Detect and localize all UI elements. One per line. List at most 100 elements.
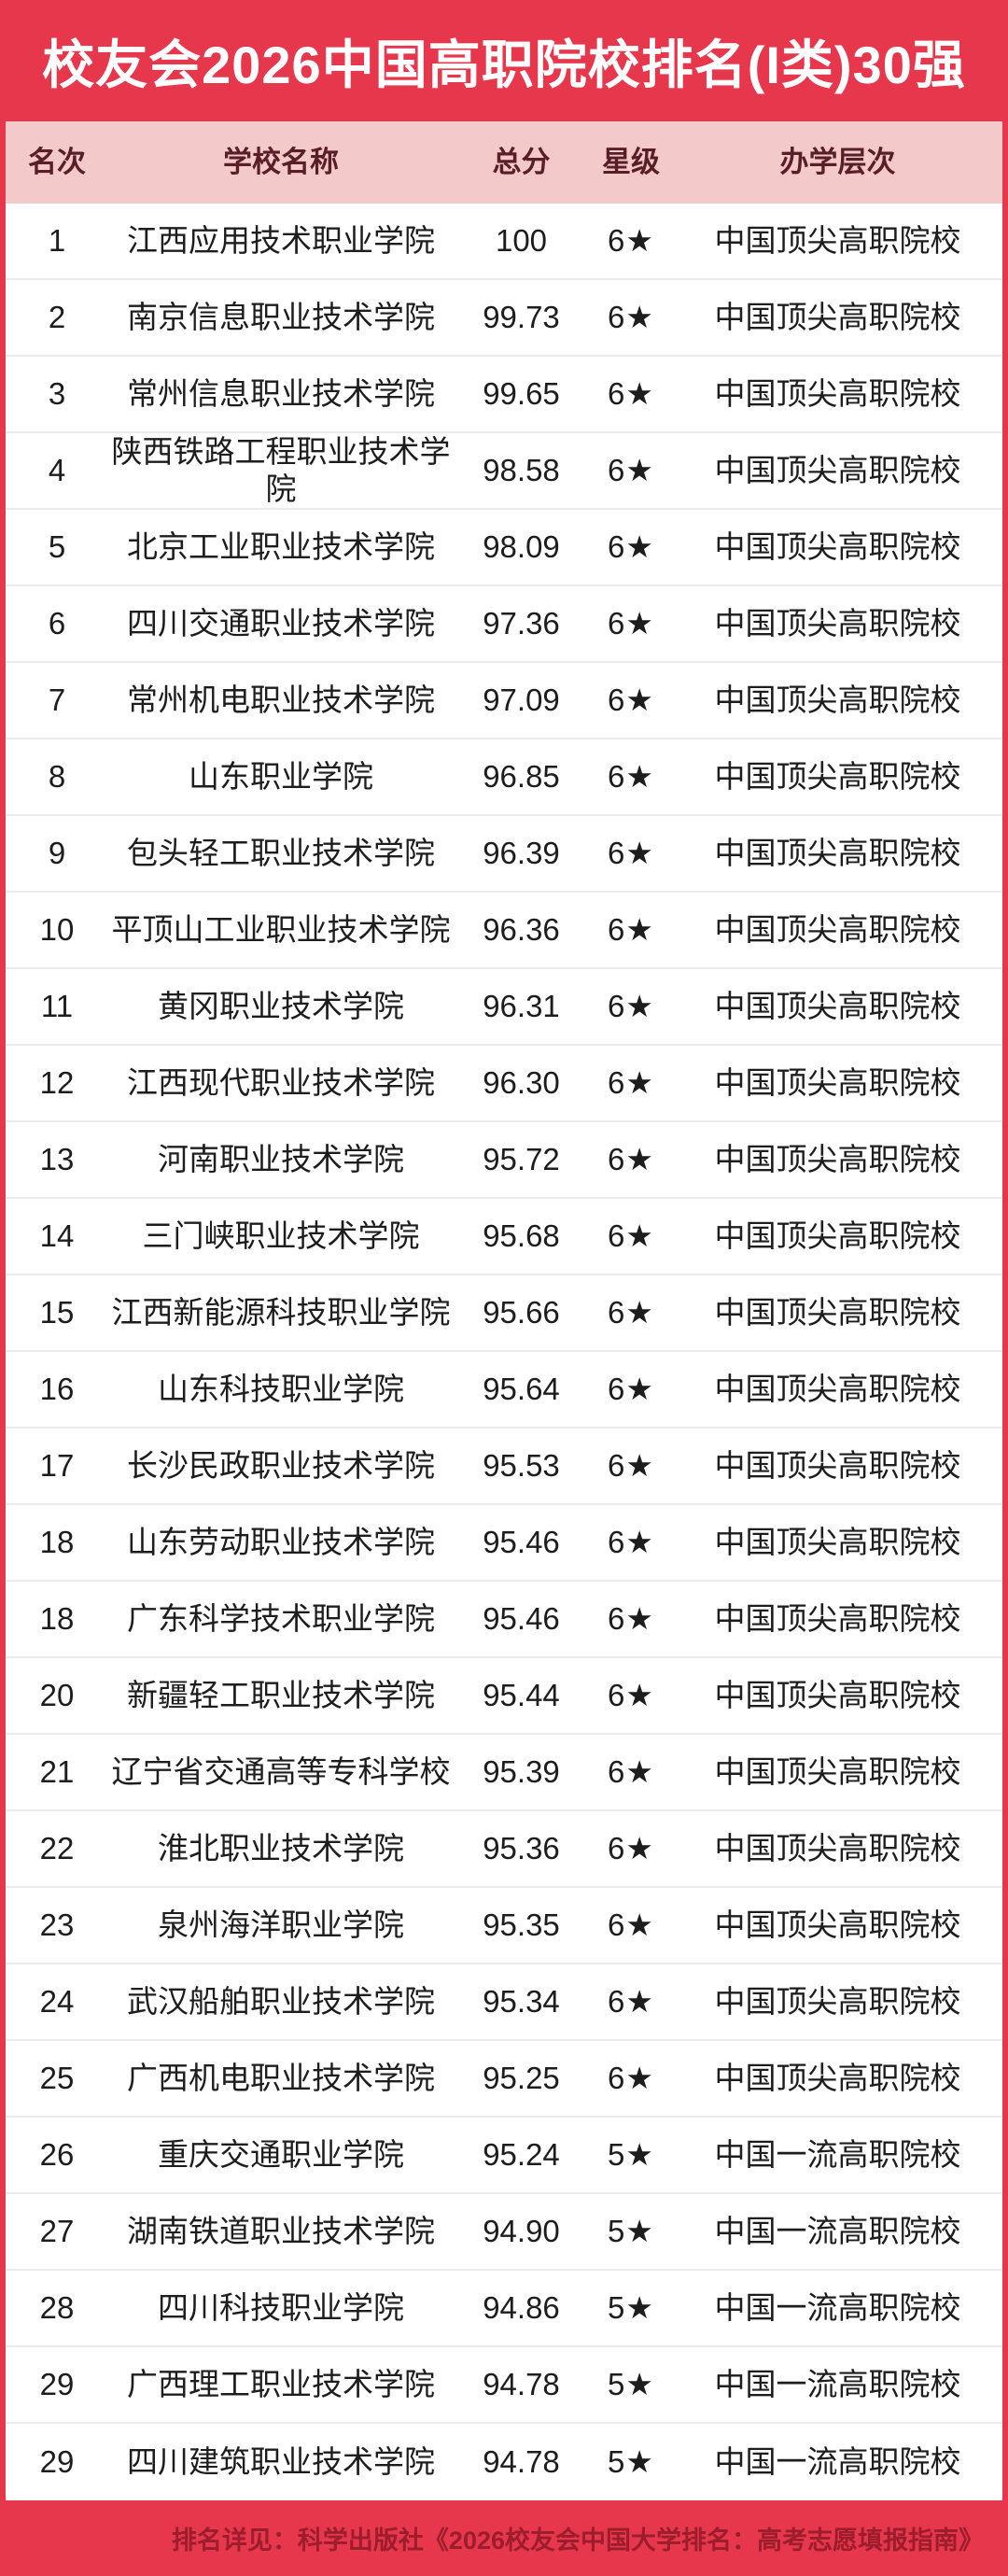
level-cell: 中国顶尖高职院校	[714, 1218, 961, 1254]
score-cell: 94.78	[483, 2367, 560, 2402]
rank-cell: 8	[48, 759, 66, 795]
score-cell: 95.66	[483, 1295, 560, 1330]
star-cell: 6★	[608, 759, 654, 795]
star-cell: 6★	[608, 1372, 654, 1407]
rank-cell: 11	[40, 989, 74, 1024]
score-cell: 94.78	[483, 2444, 560, 2480]
star-cell: 5★	[608, 2367, 654, 2402]
star-cell: 6★	[608, 1984, 654, 2020]
rank-cell: 18	[39, 1601, 75, 1637]
star-cell: 6★	[608, 1142, 654, 1177]
score-cell: 94.90	[483, 2214, 560, 2249]
table-row: 1 江西应用技术职业学院 100 6★ 中国顶尖高职院校	[6, 204, 1002, 280]
star-cell: 6★	[608, 1678, 654, 1713]
school-cell: 河南职业技术学院	[158, 1142, 404, 1177]
score-cell: 95.24	[483, 2137, 560, 2173]
school-cell: 四川科技职业学院	[158, 2290, 404, 2326]
score-cell: 95.25	[483, 2061, 560, 2096]
school-cell: 山东科技职业学院	[158, 1372, 404, 1407]
rank-cell: 3	[48, 376, 66, 412]
star-cell: 6★	[608, 836, 654, 871]
school-cell: 武汉船舶职业技术学院	[127, 1984, 435, 2020]
page-title: 校友会2026中国高职院校排名(I类)30强	[42, 35, 966, 94]
school-cell: 江西应用技术职业学院	[127, 223, 435, 259]
table-row: 24 武汉船舶职业技术学院 95.34 6★ 中国顶尖高职院校	[6, 1964, 1002, 2041]
table-row: 8 山东职业学院 96.85 6★ 中国顶尖高职院校	[6, 739, 1002, 816]
school-cell: 四川交通职业技术学院	[127, 606, 435, 641]
score-cell: 95.46	[483, 1525, 560, 1560]
level-cell: 中国顶尖高职院校	[714, 1065, 961, 1101]
score-cell: 95.68	[483, 1218, 560, 1254]
school-cell: 江西新能源科技职业学院	[111, 1295, 451, 1330]
table-row: 18 广东科学技术职业学院 95.46 6★ 中国顶尖高职院校	[6, 1582, 1002, 1658]
table-row: 6 四川交通职业技术学院 97.36 6★ 中国顶尖高职院校	[6, 586, 1002, 663]
school-cell: 山东职业学院	[189, 759, 373, 795]
star-cell: 6★	[608, 683, 654, 718]
score-cell: 97.09	[483, 683, 560, 718]
level-cell: 中国顶尖高职院校	[714, 1372, 961, 1407]
star-cell: 6★	[608, 989, 654, 1024]
level-cell: 中国顶尖高职院校	[714, 453, 961, 488]
school-cell: 长沙民政职业技术学院	[127, 1448, 435, 1484]
score-cell: 96.39	[483, 836, 560, 871]
school-cell: 广西理工职业技术学院	[127, 2367, 435, 2402]
star-cell: 6★	[608, 1448, 654, 1484]
rank-cell: 15	[39, 1295, 75, 1330]
rank-cell: 9	[48, 836, 66, 871]
table-row: 28 四川科技职业学院 94.86 5★ 中国一流高职院校	[6, 2271, 1002, 2347]
rank-cell: 13	[39, 1142, 75, 1177]
school-cell: 重庆交通职业学院	[158, 2137, 404, 2173]
column-header-score: 总分	[492, 146, 551, 179]
title-band: 校友会2026中国高职院校排名(I类)30强	[0, 0, 1008, 121]
school-cell: 常州信息职业技术学院	[127, 376, 435, 412]
school-cell: 常州机电职业技术学院	[127, 683, 435, 718]
rank-cell: 27	[39, 2214, 75, 2249]
rank-cell: 1	[48, 223, 66, 259]
ranking-table: 名次 学校名称 总分 星级 办学层次 1 江西应用技术职业学院 100 6★ 中…	[6, 121, 1002, 2500]
level-cell: 中国顶尖高职院校	[714, 912, 961, 948]
rank-cell: 17	[39, 1448, 75, 1484]
school-cell: 广东科学技术职业学院	[127, 1601, 435, 1637]
table-row: 9 包头轻工职业技术学院 96.39 6★ 中国顶尖高职院校	[6, 816, 1002, 893]
level-cell: 中国顶尖高职院校	[714, 683, 961, 718]
table-row: 7 常州机电职业技术学院 97.09 6★ 中国顶尖高职院校	[6, 663, 1002, 739]
star-cell: 6★	[608, 606, 654, 641]
level-cell: 中国一流高职院校	[714, 2214, 961, 2249]
level-cell: 中国顶尖高职院校	[714, 1448, 961, 1484]
school-cell: 平顶山工业职业技术学院	[111, 912, 451, 948]
school-cell: 北京工业职业技术学院	[127, 529, 435, 565]
school-cell: 新疆轻工职业技术学院	[127, 1678, 435, 1713]
star-cell: 5★	[608, 2290, 654, 2326]
school-cell: 南京信息职业技术学院	[127, 300, 435, 335]
score-cell: 98.58	[483, 453, 560, 488]
table-row: 21 辽宁省交通高等专科学校 95.39 6★ 中国顶尖高职院校	[6, 1735, 1002, 1811]
star-cell: 5★	[608, 2444, 654, 2480]
rank-cell: 28	[39, 2290, 75, 2326]
rank-cell: 24	[39, 1984, 75, 2020]
rank-cell: 25	[39, 2061, 75, 2096]
rank-cell: 22	[39, 1831, 75, 1866]
score-cell: 95.39	[483, 1754, 560, 1790]
level-cell: 中国顶尖高职院校	[714, 606, 961, 641]
school-cell: 辽宁省交通高等专科学校	[111, 1754, 451, 1790]
level-cell: 中国顶尖高职院校	[714, 989, 961, 1024]
school-cell: 广西机电职业技术学院	[127, 2061, 435, 2096]
score-cell: 95.72	[483, 1142, 560, 1177]
school-cell: 三门峡职业技术学院	[142, 1218, 420, 1254]
rank-cell: 29	[39, 2367, 75, 2402]
score-cell: 95.35	[483, 1907, 560, 1943]
school-cell: 四川建筑职业技术学院	[127, 2444, 435, 2480]
star-cell: 5★	[608, 2214, 654, 2249]
score-cell: 96.30	[483, 1065, 560, 1101]
level-cell: 中国顶尖高职院校	[714, 1142, 961, 1177]
table-row: 12 江西现代职业技术学院 96.30 6★ 中国顶尖高职院校	[6, 1046, 1002, 1122]
column-header-star: 星级	[602, 146, 660, 179]
level-cell: 中国顶尖高职院校	[714, 1907, 961, 1943]
table-row: 14 三门峡职业技术学院 95.68 6★ 中国顶尖高职院校	[6, 1199, 1002, 1275]
table-row: 26 重庆交通职业学院 95.24 5★ 中国一流高职院校	[6, 2118, 1002, 2194]
star-cell: 6★	[608, 1525, 654, 1560]
table-row: 13 河南职业技术学院 95.72 6★ 中国顶尖高职院校	[6, 1122, 1002, 1199]
table-row: 10 平顶山工业职业技术学院 96.36 6★ 中国顶尖高职院校	[6, 893, 1002, 969]
score-cell: 95.53	[483, 1448, 560, 1484]
rank-cell: 14	[39, 1218, 75, 1254]
